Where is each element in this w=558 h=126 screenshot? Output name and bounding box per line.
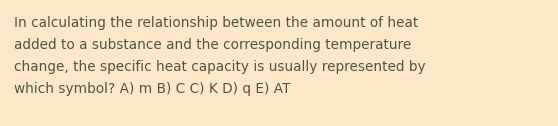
Text: which symbol? A) m B) C C) K D) q E) AT: which symbol? A) m B) C C) K D) q E) AT xyxy=(14,82,291,96)
Text: In calculating the relationship between the amount of heat: In calculating the relationship between … xyxy=(14,16,418,30)
Text: change, the specific heat capacity is usually represented by: change, the specific heat capacity is us… xyxy=(14,60,426,74)
Text: added to a substance and the corresponding temperature: added to a substance and the correspondi… xyxy=(14,38,411,52)
